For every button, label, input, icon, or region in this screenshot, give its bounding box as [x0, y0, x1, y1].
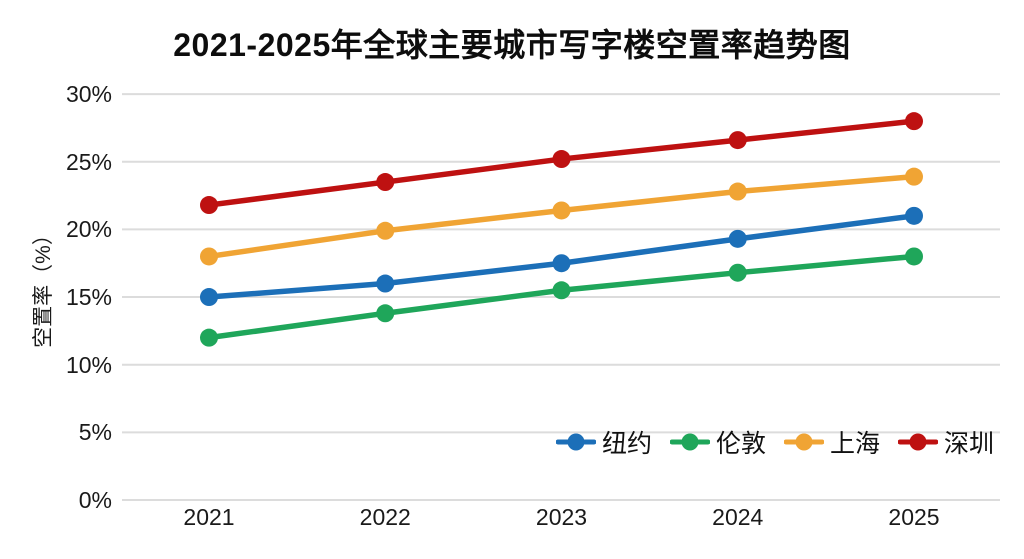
legend-marker-icon — [784, 433, 825, 451]
data-point — [200, 196, 218, 215]
data-point — [728, 229, 747, 248]
x-tick-label: 2022 — [359, 504, 411, 530]
data-point — [376, 221, 395, 240]
y-tick-label: 5% — [78, 419, 112, 446]
y-tick-label: 10% — [65, 351, 112, 378]
data-point — [200, 247, 218, 266]
legend-item-label: 深圳 — [944, 430, 995, 458]
legend-item: 深圳 — [898, 424, 994, 460]
y-tick-label: 25% — [65, 148, 112, 175]
data-point — [728, 263, 747, 282]
legend-item: 纽约 — [556, 424, 652, 460]
data-point — [376, 173, 395, 192]
data-point — [728, 182, 747, 201]
x-tick-label: 2025 — [888, 504, 940, 530]
x-tick-label: 2024 — [712, 504, 764, 530]
data-point — [905, 167, 923, 186]
data-point — [728, 131, 747, 150]
legend-item-label: 上海 — [830, 430, 881, 458]
legend: 纽约 伦敦 上海 深圳 — [556, 424, 994, 460]
data-point — [905, 247, 923, 266]
data-point — [200, 328, 218, 347]
x-tick-label: 2021 — [183, 504, 235, 530]
y-tick-label: 30% — [65, 81, 112, 108]
data-point — [552, 281, 571, 300]
data-point — [376, 274, 395, 293]
legend-item: 伦敦 — [670, 424, 766, 460]
y-tick-label: 0% — [78, 487, 112, 513]
data-point — [376, 304, 395, 323]
legend-marker-icon — [898, 433, 939, 451]
data-point — [552, 254, 571, 273]
legend-marker-icon — [556, 433, 596, 451]
x-tick-label: 2023 — [535, 504, 588, 530]
y-tick-label: 15% — [65, 284, 112, 311]
data-point — [552, 150, 571, 169]
legend-item-label: 纽约 — [602, 430, 653, 458]
legend-item: 上海 — [784, 424, 880, 460]
data-point — [905, 112, 923, 131]
data-point — [905, 206, 923, 225]
data-point — [552, 201, 571, 220]
chart-title: 2021-2025年全球主要城市写字楼空置率趋势图 — [173, 27, 851, 63]
data-point — [200, 288, 218, 307]
legend-marker-icon — [670, 433, 711, 451]
y-tick-label: 20% — [65, 216, 112, 243]
legend-item-label: 伦敦 — [716, 430, 767, 458]
